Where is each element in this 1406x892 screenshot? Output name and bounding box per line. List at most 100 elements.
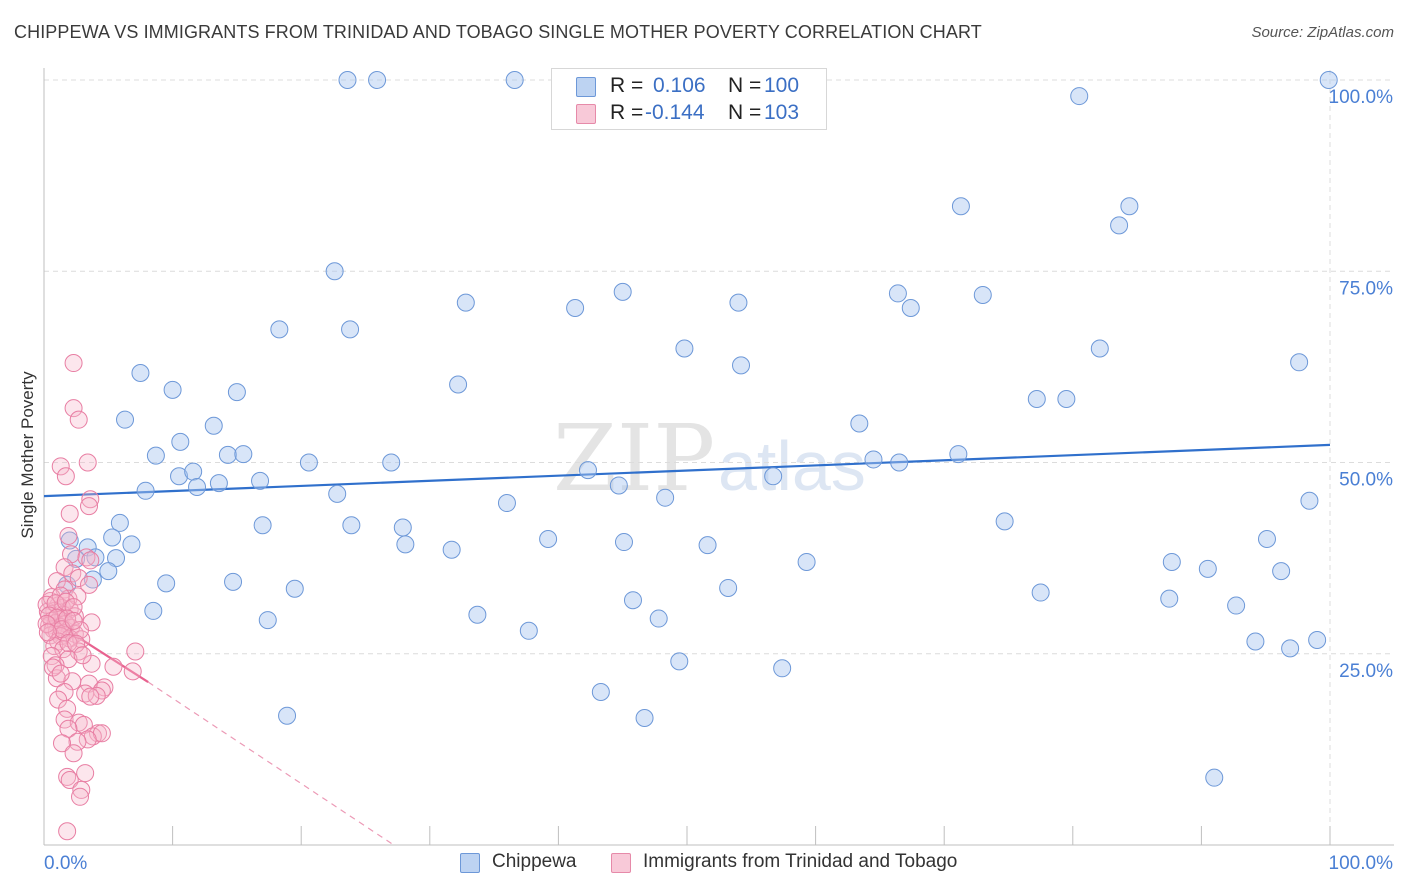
trinidad-point xyxy=(49,690,68,709)
chippewa-point xyxy=(209,474,228,493)
trinidad-point xyxy=(78,453,97,472)
trinidad-point xyxy=(64,611,83,630)
chippewa-point xyxy=(1162,552,1181,571)
trinidad-point xyxy=(126,642,145,661)
trinidad-point xyxy=(37,595,56,614)
trinidad-point xyxy=(67,634,86,653)
legend-label-trinidad: Immigrants from Trinidad and Tobago xyxy=(643,851,958,872)
chippewa-point xyxy=(341,320,360,339)
chippewa-point xyxy=(270,320,289,339)
chippewa-point xyxy=(609,476,628,495)
trinidad-point xyxy=(59,634,78,653)
chippewa-point xyxy=(224,572,243,591)
chippewa-points xyxy=(58,71,1338,787)
chippewa-point xyxy=(949,445,968,464)
trinidad-point xyxy=(104,657,123,676)
chippewa-point xyxy=(110,513,129,532)
trinidad-point xyxy=(38,623,57,642)
trinidad-point xyxy=(51,457,70,476)
chippewa-point xyxy=(338,71,357,89)
trinidad-point xyxy=(123,662,142,681)
x-tick-label-left: 0.0% xyxy=(44,853,87,874)
chippewa-point xyxy=(1281,639,1300,658)
chippewa-point xyxy=(1070,87,1089,106)
chippewa-point xyxy=(1120,197,1139,216)
chippewa-point xyxy=(227,383,246,402)
watermark: ZIP atlas xyxy=(553,405,866,512)
chippewa-point xyxy=(649,609,668,628)
chippewa-point xyxy=(131,363,150,382)
trinidad-point xyxy=(81,490,100,509)
chippewa-point xyxy=(157,574,176,593)
trinidad-point xyxy=(81,687,100,706)
chippewa-point xyxy=(1246,632,1265,651)
tick-labels: 25.0% 50.0% 75.0% 100.0% 0.0% 100.0% xyxy=(44,87,1393,874)
trinidad-point xyxy=(64,598,83,617)
legend-n-value: 103 xyxy=(764,101,800,124)
chippewa-point xyxy=(171,432,190,451)
trinidad-point xyxy=(58,767,77,786)
chippewa-point xyxy=(1319,71,1338,89)
trinidad-point xyxy=(76,684,95,703)
trinidad-point xyxy=(53,734,72,753)
y-axis-label: Single Mother Poverty xyxy=(18,371,37,539)
trinidad-point xyxy=(56,467,75,486)
chippewa-point xyxy=(103,528,122,547)
legend-n-label: N = xyxy=(728,101,762,124)
chippewa-point xyxy=(234,445,253,464)
chippewa-point xyxy=(278,706,297,725)
chippewa-point xyxy=(136,481,155,500)
chippewa-point xyxy=(613,282,632,301)
legend-swatch-pink xyxy=(576,104,596,124)
y-tick-label: 75.0% xyxy=(1339,278,1393,299)
chippewa-point xyxy=(635,709,654,728)
y-tick-label: 100.0% xyxy=(1329,87,1394,108)
legend-swatch-blue xyxy=(576,77,596,97)
chippewa-point xyxy=(382,453,401,472)
trinidad-point xyxy=(72,780,91,799)
chippewa-point xyxy=(258,611,277,630)
legend-swatch-blue xyxy=(460,853,480,873)
chippewa-point xyxy=(732,356,751,375)
y-tick-label: 50.0% xyxy=(1339,470,1393,491)
chippewa-point xyxy=(144,601,163,620)
chippewa-point xyxy=(1227,596,1246,615)
legend-label-chippewa: Chippewa xyxy=(492,851,577,872)
chippewa-point xyxy=(393,518,412,537)
chippewa-trend-line xyxy=(43,443,1331,498)
chippewa-point xyxy=(519,621,538,640)
trinidad-point xyxy=(80,575,99,594)
chippewa-point xyxy=(285,579,304,598)
chippewa-point xyxy=(163,380,182,399)
chippewa-point xyxy=(1057,390,1076,409)
chippewa-point xyxy=(995,512,1014,531)
trinidad-point xyxy=(71,621,90,640)
chippewa-point xyxy=(675,339,694,358)
trinidad-point xyxy=(59,526,78,545)
chippewa-point xyxy=(591,683,610,701)
chippewa-point xyxy=(116,410,135,429)
trinidad-point xyxy=(55,710,74,729)
trinidad-point xyxy=(51,664,70,683)
chippewa-point xyxy=(719,578,738,597)
chippewa-point xyxy=(328,484,347,503)
trinidad-point xyxy=(60,770,79,789)
chippewa-point xyxy=(539,530,558,548)
chippewa-point xyxy=(764,467,783,486)
chippewa-point xyxy=(184,462,203,481)
y-tick-label: 25.0% xyxy=(1339,661,1393,682)
source-label: Source: ZipAtlas.com xyxy=(1251,24,1394,41)
trinidad-point xyxy=(81,551,100,570)
chippewa-point xyxy=(566,298,585,317)
trinidad-point xyxy=(60,504,79,523)
legend-n-label: N = xyxy=(728,74,762,97)
chippewa-point xyxy=(901,298,920,317)
chippewa-point xyxy=(86,548,105,567)
chippewa-point xyxy=(578,461,597,480)
x-tick-label-right: 100.0% xyxy=(1329,853,1394,874)
chippewa-point xyxy=(614,533,633,552)
chippewa-point xyxy=(218,445,237,464)
trinidad-point xyxy=(64,399,83,418)
chippewa-point xyxy=(1290,353,1309,372)
